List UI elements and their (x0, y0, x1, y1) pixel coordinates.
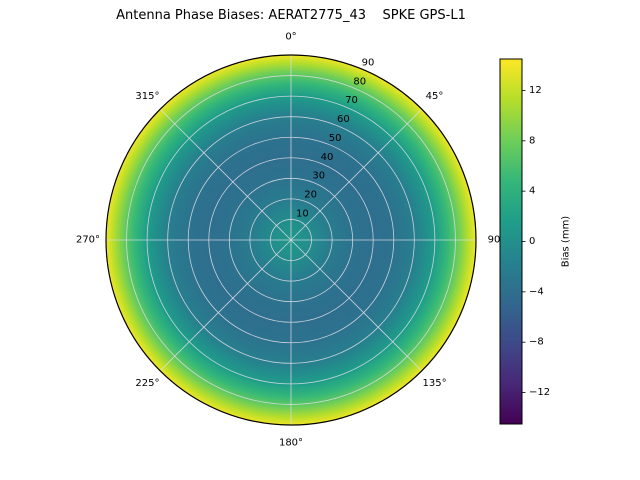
angle-tick-label: 270° (76, 235, 100, 246)
angle-tick-label: 90 (488, 235, 501, 246)
angle-tick-label: 45° (426, 91, 444, 102)
colorbar-tick-label: −8 (529, 337, 544, 348)
angle-tick-label: 180° (279, 438, 303, 449)
radial-tick-label: 60 (337, 114, 350, 125)
colorbar-ticks: 12 8 4 0 −4 −8 −12 (522, 85, 550, 398)
colorbar-gradient (499, 58, 523, 425)
angle-tick-label: 315° (135, 91, 159, 102)
colorbar-tick-label: −12 (529, 387, 550, 398)
radial-tick-label: 40 (321, 152, 334, 163)
grid-spoke (290, 239, 423, 372)
colorbar-tick-label: 8 (529, 135, 535, 146)
colorbar-tick-label: 0 (529, 236, 535, 247)
angle-tick-label: 135° (422, 378, 446, 389)
grid-spoke (290, 108, 423, 241)
angle-tick-label: 225° (135, 378, 159, 389)
colorbar-tick-label: −4 (529, 286, 544, 297)
colorbar: 12 8 4 0 −4 −8 −12 Bias (mm) (499, 58, 572, 425)
colorbar-tick-label: 12 (529, 85, 542, 96)
angle-tick-labels: 0° 45° 90 135° 180° 225° 270° 315° (76, 32, 500, 449)
radial-tick-label: 80 (353, 76, 366, 87)
grid-spoke (159, 108, 292, 241)
plot-outline (105, 54, 477, 426)
radial-tick-labels: 10 20 30 40 50 60 70 80 90 (296, 58, 374, 220)
chart-title: Antenna Phase Biases: AERAT2775_43 SPKE … (116, 8, 466, 23)
radial-tick-label: 20 (304, 189, 317, 200)
radial-tick-label: 50 (329, 133, 342, 144)
radial-tick-label: 10 (296, 208, 309, 219)
colorbar-tick-label: 4 (529, 186, 535, 197)
polar-grid (106, 55, 476, 425)
radial-tick-label: 30 (312, 171, 325, 182)
radial-tick-label: 90 (362, 58, 375, 69)
colorbar-label: Bias (mm) (561, 216, 572, 268)
radial-tick-label: 70 (345, 95, 358, 106)
grid-spoke (159, 239, 292, 372)
angle-tick-label: 0° (285, 32, 296, 43)
